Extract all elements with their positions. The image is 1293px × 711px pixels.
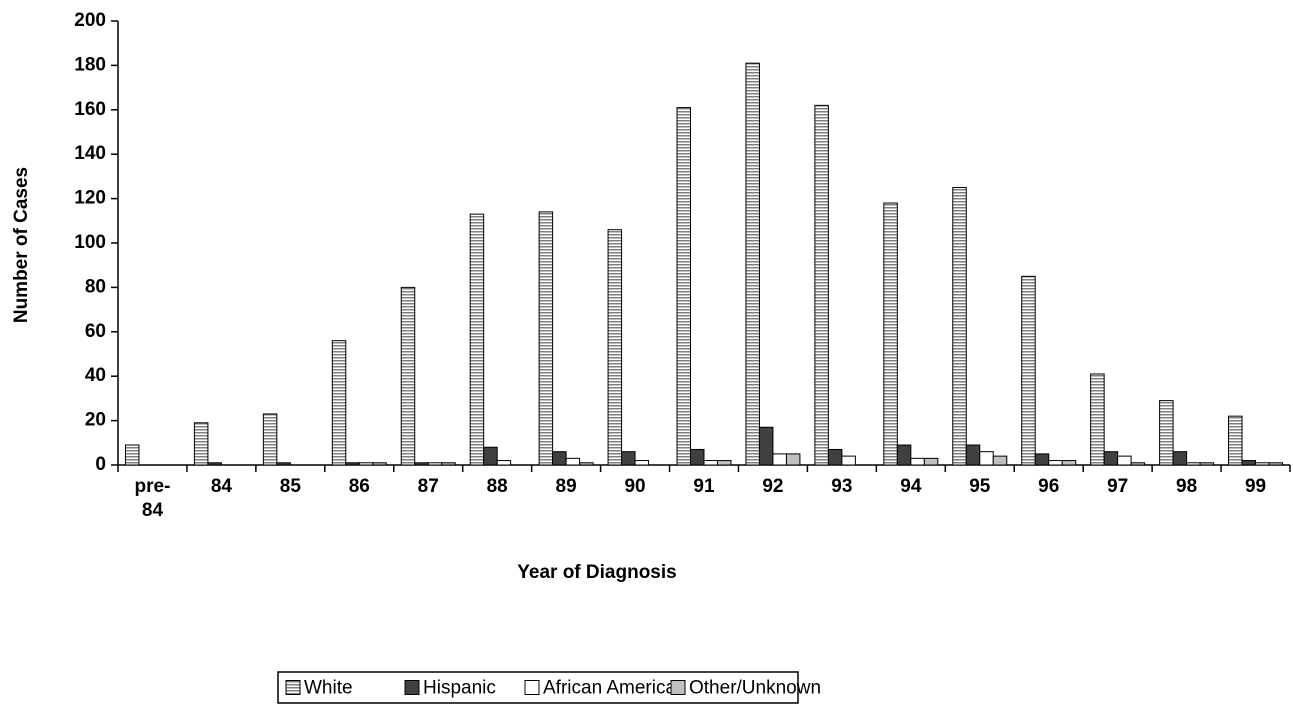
bar — [703, 460, 718, 466]
legend-label: White — [304, 678, 353, 699]
y-axis-title: Number of Cases — [11, 167, 32, 323]
bar — [1199, 462, 1215, 466]
bar — [552, 451, 567, 466]
bar — [717, 460, 732, 466]
bar — [427, 462, 443, 466]
bar — [690, 448, 705, 466]
bar — [538, 211, 554, 466]
x-tick-label: 91 — [693, 476, 715, 497]
bar — [814, 104, 829, 466]
legend-label: African American — [543, 678, 687, 699]
bar — [1103, 451, 1119, 466]
y-tick-label: 180 — [74, 54, 106, 75]
bar — [358, 462, 374, 466]
bar — [896, 444, 912, 466]
bar — [952, 187, 967, 466]
x-axis-title: Year of Diagnosis — [517, 562, 676, 583]
y-tick-label: 40 — [85, 365, 106, 386]
bar — [193, 422, 209, 466]
y-tick-label: 120 — [74, 188, 106, 209]
bar — [207, 462, 222, 466]
bar — [469, 213, 485, 466]
legend-swatch — [404, 680, 420, 695]
bar — [1117, 455, 1132, 466]
x-tick-label: 96 — [1038, 476, 1059, 497]
bar — [496, 460, 512, 466]
bar — [1172, 451, 1188, 466]
x-tick-label: 95 — [969, 476, 991, 497]
bar — [124, 444, 140, 466]
bar — [758, 426, 774, 466]
bar — [979, 451, 994, 466]
x-tick-label: 97 — [1107, 476, 1128, 497]
bar — [1186, 462, 1201, 466]
bar — [841, 455, 856, 466]
bar — [1228, 415, 1243, 466]
bar — [262, 413, 278, 466]
bar — [565, 457, 581, 466]
bar — [441, 462, 456, 466]
y-tick-label: 160 — [74, 99, 106, 120]
bar — [883, 202, 898, 466]
bar — [1061, 460, 1077, 466]
bar — [1268, 462, 1284, 466]
x-tick-label: 94 — [900, 476, 922, 497]
y-tick-label: 0 — [95, 454, 106, 475]
bar — [345, 462, 360, 466]
x-tick-label: 89 — [556, 476, 577, 497]
bar — [607, 229, 623, 466]
bar — [1241, 460, 1257, 466]
bar — [1021, 275, 1036, 466]
bar — [579, 462, 594, 466]
y-tick-label: 80 — [85, 276, 106, 297]
y-tick-label: 60 — [85, 321, 106, 342]
x-tick-label: 86 — [349, 476, 370, 497]
x-tick-label: 92 — [762, 476, 783, 497]
bar — [992, 455, 1008, 466]
legend-swatch — [524, 680, 540, 695]
x-tick-label-line: 84 — [142, 500, 164, 521]
x-tick-label: 93 — [831, 476, 852, 497]
bar — [1255, 462, 1270, 466]
bar — [1090, 373, 1105, 466]
bar — [276, 462, 291, 466]
bar — [745, 62, 760, 466]
x-tick-label: 88 — [487, 476, 508, 497]
x-tick-label-line: pre- — [135, 476, 171, 497]
x-tick-label: 87 — [418, 476, 439, 497]
bar — [1048, 460, 1063, 466]
bar — [400, 286, 416, 466]
legend-label: Other/Unknown — [689, 678, 821, 699]
legend-label: Hispanic — [423, 678, 496, 699]
y-tick-label: 140 — [74, 143, 106, 164]
y-tick-label: 200 — [74, 10, 106, 31]
x-tick-label: 99 — [1245, 476, 1266, 497]
y-tick-label: 100 — [74, 232, 106, 253]
bar — [772, 453, 787, 466]
bar — [331, 340, 347, 466]
bar — [1130, 462, 1146, 466]
x-tick-label: 85 — [280, 476, 302, 497]
bar — [1034, 453, 1050, 466]
bar — [785, 453, 801, 466]
y-tick-label: 20 — [85, 410, 106, 431]
legend-swatch — [670, 680, 686, 695]
bar — [634, 460, 650, 466]
x-tick-label: 90 — [624, 476, 645, 497]
bar — [483, 446, 498, 466]
legend-swatch — [285, 680, 301, 695]
bar — [1159, 400, 1174, 466]
bar — [372, 462, 387, 466]
x-tick-label: 98 — [1176, 476, 1197, 497]
bar — [676, 107, 691, 466]
bar — [910, 457, 925, 466]
bar — [827, 448, 843, 466]
x-tick-label: pre- 84 — [135, 476, 171, 521]
bar — [923, 457, 939, 466]
x-tick-label: 84 — [211, 476, 233, 497]
bar — [965, 444, 981, 466]
bar — [414, 462, 429, 466]
bar — [621, 451, 636, 466]
